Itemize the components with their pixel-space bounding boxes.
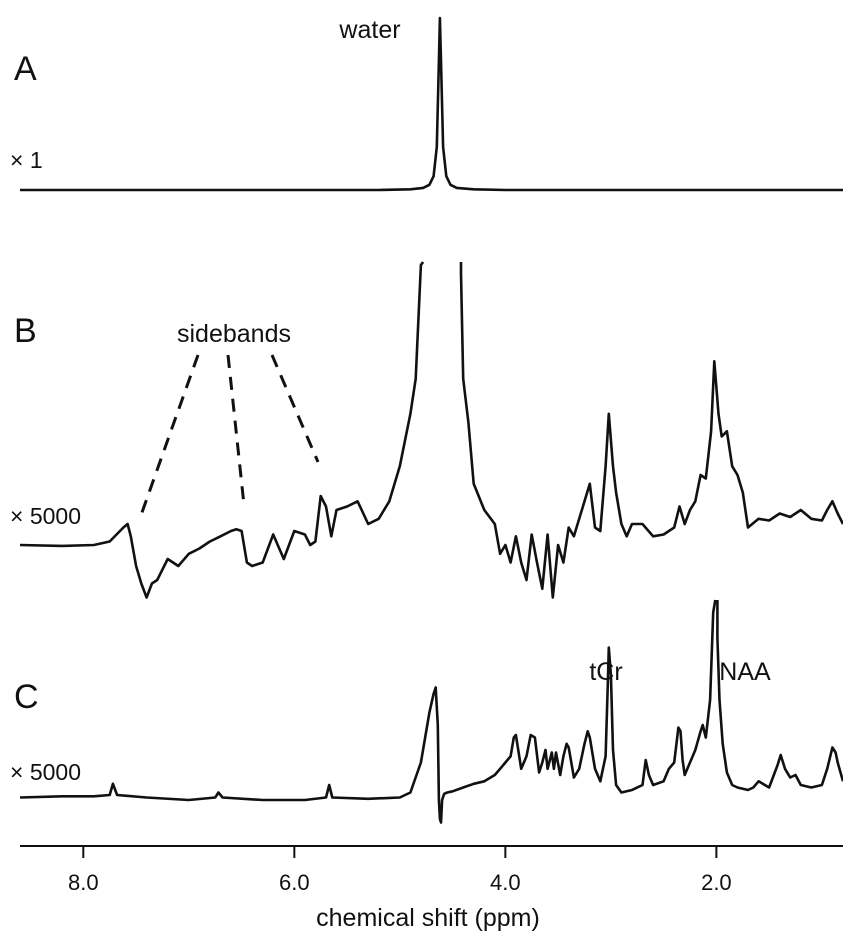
spectrum-a-trace xyxy=(20,16,843,192)
sideband-leader-line xyxy=(226,354,246,506)
panel-c-scale-label: × 5000 xyxy=(10,759,81,785)
x-axis: 8.0 6.0 4.0 2.0 chemical shift (ppm) xyxy=(20,845,843,932)
panel-c-letter: C xyxy=(14,678,39,716)
sideband-leader-lines xyxy=(138,354,320,519)
spectrum-b-trace xyxy=(19,261,843,599)
x-axis-title: chemical shift (ppm) xyxy=(316,904,540,932)
panel-a-letter: A xyxy=(14,50,37,88)
panel-a: A × 1 water xyxy=(10,16,843,192)
spectrum-c-trace xyxy=(19,599,843,824)
x-axis-tick-label: 4.0 xyxy=(490,870,521,895)
naa-peak-label: NAA xyxy=(719,658,771,686)
panel-a-scale-label: × 1 xyxy=(10,147,43,173)
sidebands-label: sidebands xyxy=(177,320,291,348)
sideband-leader-line xyxy=(138,354,200,519)
sideband-leader-line xyxy=(270,354,320,463)
panel-b-scale-label: × 5000 xyxy=(10,503,81,529)
panel-b-letter: B xyxy=(14,312,37,350)
x-axis-tick-label: 8.0 xyxy=(68,870,99,895)
water-peak-label: water xyxy=(338,16,400,44)
panel-b: B × 5000 sidebands xyxy=(10,261,843,599)
x-axis-ticks: 8.0 6.0 4.0 2.0 xyxy=(68,846,732,895)
x-axis-tick-label: 2.0 xyxy=(701,870,732,895)
tcr-peak-label: tCr xyxy=(589,658,622,686)
x-axis-tick-label: 6.0 xyxy=(279,870,310,895)
panel-c: C × 5000 tCr NAA xyxy=(10,599,843,824)
